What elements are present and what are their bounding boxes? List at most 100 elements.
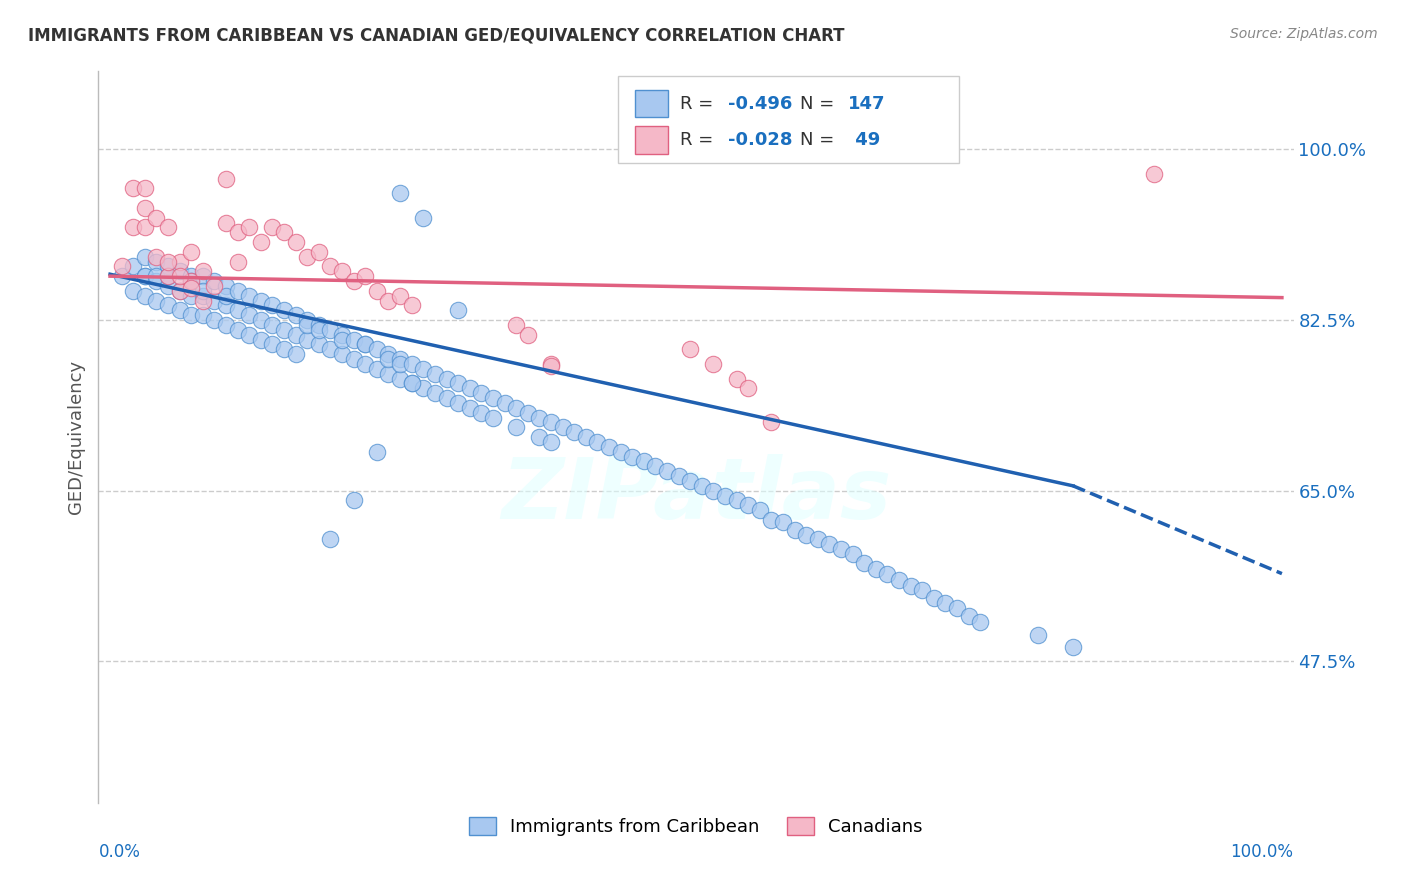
Point bbox=[702, 483, 724, 498]
Point bbox=[145, 250, 167, 264]
Point bbox=[273, 303, 295, 318]
Point bbox=[911, 583, 934, 598]
Point bbox=[644, 459, 666, 474]
Point bbox=[586, 434, 609, 449]
Point bbox=[134, 250, 156, 264]
Point bbox=[946, 600, 969, 615]
Point bbox=[354, 357, 377, 371]
Point bbox=[366, 444, 388, 458]
Point bbox=[297, 250, 319, 264]
Point bbox=[191, 288, 214, 302]
Point bbox=[180, 274, 202, 288]
Point bbox=[122, 260, 145, 274]
Point bbox=[157, 269, 180, 284]
Point bbox=[145, 211, 167, 225]
Point bbox=[238, 327, 260, 342]
Point bbox=[575, 430, 598, 444]
Text: 147: 147 bbox=[848, 95, 886, 112]
Point bbox=[343, 352, 366, 367]
Point bbox=[273, 343, 295, 357]
Point bbox=[122, 284, 145, 298]
Point bbox=[934, 596, 956, 610]
Point bbox=[262, 220, 284, 235]
Point bbox=[134, 269, 156, 284]
Text: N =: N = bbox=[800, 131, 839, 149]
Point bbox=[423, 367, 446, 381]
Point bbox=[401, 376, 423, 391]
Point bbox=[204, 279, 226, 293]
Point bbox=[922, 591, 945, 605]
Point bbox=[319, 343, 342, 357]
Point bbox=[343, 274, 366, 288]
Point bbox=[412, 381, 434, 395]
Point bbox=[215, 171, 238, 186]
Point bbox=[308, 337, 330, 351]
Point bbox=[412, 361, 434, 376]
Point bbox=[714, 489, 737, 503]
Point bbox=[470, 406, 492, 420]
Point bbox=[122, 220, 145, 235]
Point bbox=[401, 298, 423, 312]
Point bbox=[366, 361, 388, 376]
Point bbox=[250, 235, 273, 249]
Point bbox=[262, 318, 284, 332]
Text: 100.0%: 100.0% bbox=[1230, 843, 1294, 861]
Point bbox=[401, 376, 423, 391]
Point bbox=[354, 337, 377, 351]
Point bbox=[389, 352, 412, 367]
Point bbox=[725, 493, 748, 508]
Text: Source: ZipAtlas.com: Source: ZipAtlas.com bbox=[1230, 27, 1378, 41]
Point bbox=[482, 410, 505, 425]
Point bbox=[157, 220, 180, 235]
Point bbox=[250, 313, 273, 327]
Point bbox=[436, 391, 458, 405]
Point bbox=[633, 454, 655, 468]
Point bbox=[134, 269, 156, 284]
FancyBboxPatch shape bbox=[619, 77, 959, 163]
Point bbox=[1026, 628, 1049, 642]
Point bbox=[145, 274, 167, 288]
Point bbox=[865, 562, 887, 576]
Point bbox=[226, 303, 249, 318]
Point bbox=[297, 333, 319, 347]
Point bbox=[215, 298, 238, 312]
Point bbox=[389, 357, 412, 371]
Point bbox=[191, 269, 214, 284]
Point bbox=[180, 269, 202, 284]
Point bbox=[262, 298, 284, 312]
Point bbox=[598, 440, 620, 454]
Legend: Immigrants from Caribbean, Canadians: Immigrants from Caribbean, Canadians bbox=[460, 807, 932, 845]
Point bbox=[191, 284, 214, 298]
Point bbox=[180, 244, 202, 259]
Point bbox=[447, 376, 470, 391]
Point bbox=[807, 533, 830, 547]
Point bbox=[748, 503, 770, 517]
Point bbox=[389, 186, 412, 201]
Point bbox=[655, 464, 678, 478]
Point bbox=[215, 288, 238, 302]
Point bbox=[505, 420, 527, 434]
Point bbox=[169, 254, 191, 268]
Point bbox=[250, 293, 273, 308]
Point bbox=[238, 220, 260, 235]
Point bbox=[226, 323, 249, 337]
Point bbox=[250, 333, 273, 347]
Point bbox=[134, 181, 156, 195]
Point bbox=[343, 493, 366, 508]
Text: N =: N = bbox=[800, 95, 839, 112]
Point bbox=[761, 416, 783, 430]
Point bbox=[238, 308, 260, 322]
Point bbox=[191, 293, 214, 308]
Point bbox=[957, 608, 980, 623]
Point bbox=[134, 201, 156, 215]
Point bbox=[458, 381, 481, 395]
Point bbox=[122, 181, 145, 195]
Point bbox=[818, 537, 841, 551]
Point bbox=[226, 254, 249, 268]
Point bbox=[482, 391, 505, 405]
Point bbox=[284, 327, 307, 342]
Point bbox=[157, 298, 180, 312]
Point bbox=[330, 264, 353, 278]
Point bbox=[447, 303, 470, 318]
Point bbox=[157, 260, 180, 274]
